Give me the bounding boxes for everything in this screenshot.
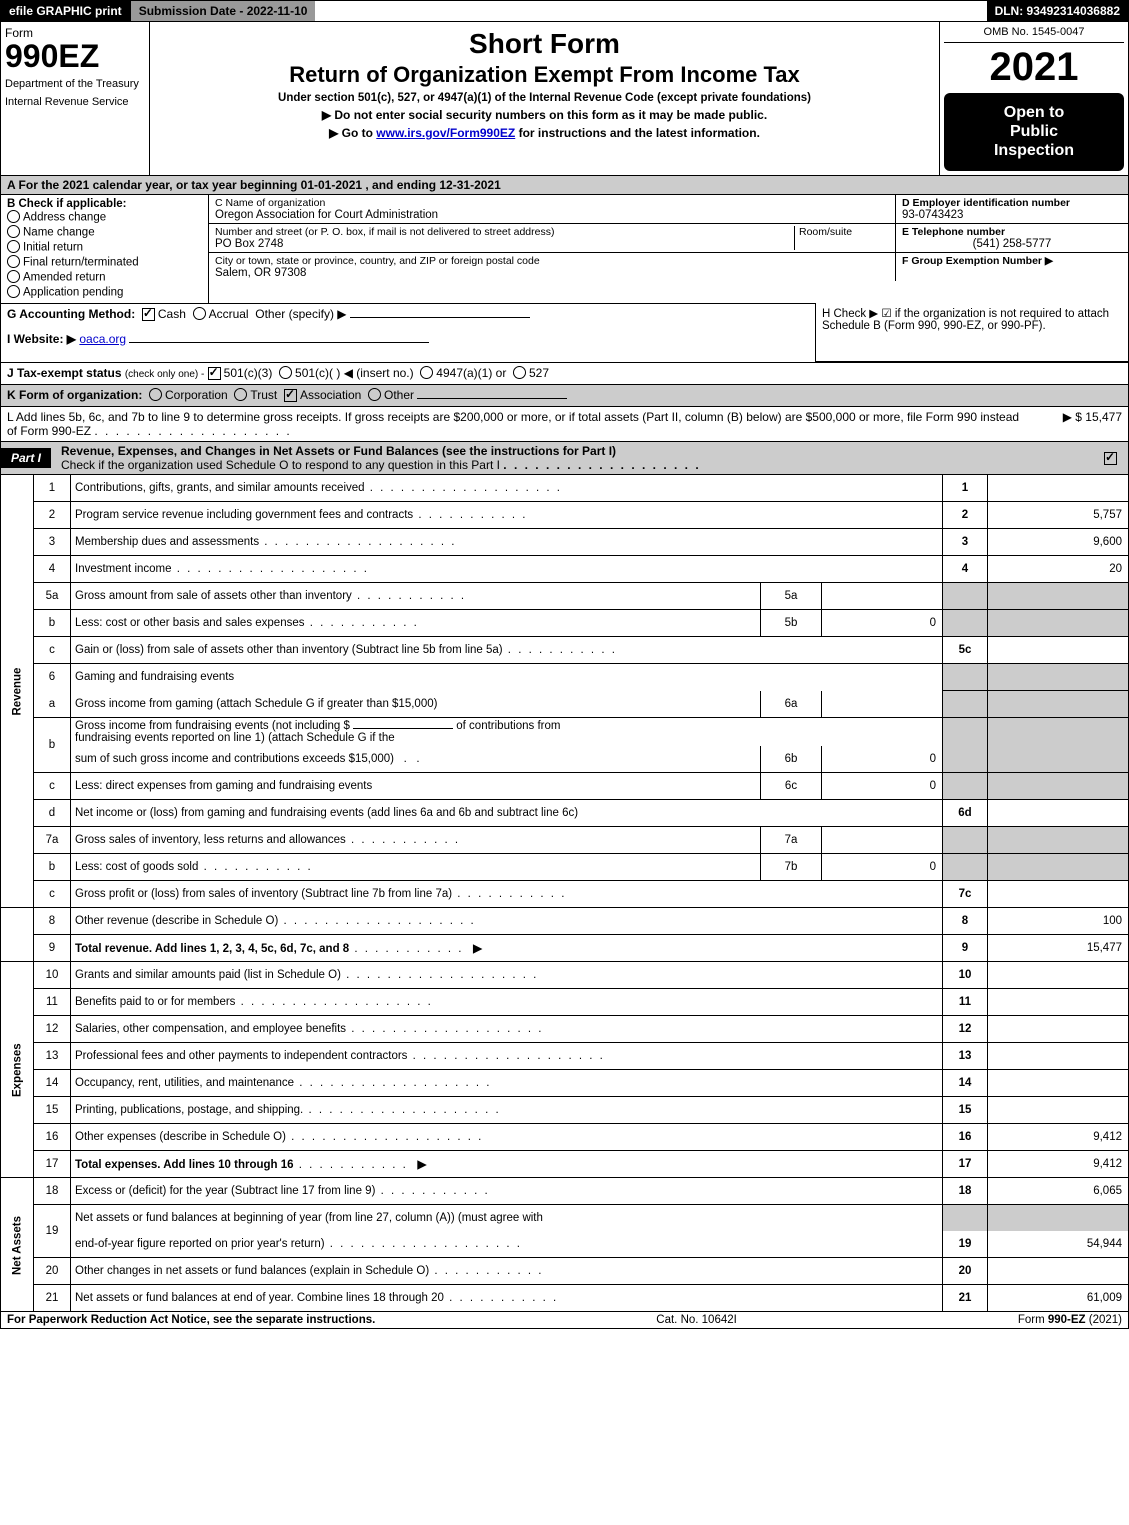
- submission-date: Submission Date - 2022-11-10: [130, 1, 316, 21]
- val-18: 6,065: [988, 1178, 1129, 1205]
- val-5c: [988, 637, 1129, 664]
- val-17: 9,412: [988, 1151, 1129, 1178]
- tax-year: 2021: [944, 47, 1124, 87]
- ein: 93-0743423: [902, 209, 1122, 221]
- checkbox-other-org[interactable]: [368, 388, 381, 401]
- checkbox-501c[interactable]: [279, 366, 292, 379]
- website-link[interactable]: oaca.org: [79, 332, 126, 346]
- checkbox-cash[interactable]: [142, 308, 155, 321]
- e-phone-label: E Telephone number: [902, 226, 1122, 238]
- footer: For Paperwork Reduction Act Notice, see …: [0, 1312, 1129, 1329]
- c-name-label: C Name of organization: [215, 197, 889, 209]
- f-group-label: F Group Exemption Number ▶: [902, 255, 1122, 267]
- instruction-1: ▶ Do not enter social security numbers o…: [158, 108, 931, 122]
- footer-right: Form 990-EZ (2021): [1018, 1314, 1122, 1326]
- val-21: 61,009: [988, 1285, 1129, 1312]
- val-11: [988, 989, 1129, 1016]
- val-2: 5,757: [988, 502, 1129, 529]
- checkbox-527[interactable]: [513, 366, 526, 379]
- checkbox-pending[interactable]: [7, 285, 20, 298]
- part-1-header: Part I Revenue, Expenses, and Changes in…: [0, 442, 1129, 475]
- g-label: G Accounting Method:: [7, 307, 135, 321]
- efile-label: efile GRAPHIC print: [1, 1, 130, 21]
- val-13: [988, 1043, 1129, 1070]
- val-1: [988, 475, 1129, 502]
- val-7c: [988, 881, 1129, 908]
- val-15: [988, 1097, 1129, 1124]
- val-6d: [988, 800, 1129, 827]
- checkbox-address-change[interactable]: [7, 210, 20, 223]
- subtitle: Under section 501(c), 527, or 4947(a)(1)…: [158, 92, 931, 104]
- phone: (541) 258-5777: [902, 238, 1122, 250]
- i-label: I Website: ▶: [7, 332, 76, 346]
- val-14: [988, 1070, 1129, 1097]
- part-1-label: Part I: [1, 448, 51, 468]
- checkbox-4947[interactable]: [420, 366, 433, 379]
- h-box: H Check ▶ ☑ if the organization is not r…: [815, 303, 1128, 362]
- checkbox-name-change[interactable]: [7, 225, 20, 238]
- city: Salem, OR 97308: [215, 267, 889, 279]
- d-ein-label: D Employer identification number: [902, 197, 1122, 209]
- val-4: 20: [988, 556, 1129, 583]
- checkbox-assoc[interactable]: [284, 389, 297, 402]
- side-revenue: Revenue: [1, 475, 34, 908]
- title-short-form: Short Form: [158, 28, 931, 60]
- val-12: [988, 1016, 1129, 1043]
- checkbox-amended[interactable]: [7, 270, 20, 283]
- checkbox-initial-return[interactable]: [7, 240, 20, 253]
- revenue-table: Revenue 1Contributions, gifts, grants, a…: [0, 475, 1129, 1312]
- line-g-h: G Accounting Method: Cash Accrual Other …: [0, 304, 1129, 363]
- form-header: Form 990EZ Department of the Treasury In…: [0, 22, 1129, 176]
- footer-left: For Paperwork Reduction Act Notice, see …: [7, 1314, 375, 1326]
- side-netassets: Net Assets: [1, 1178, 34, 1312]
- dept-treasury: Department of the Treasury: [5, 78, 145, 90]
- irs: Internal Revenue Service: [5, 96, 145, 108]
- footer-center: Cat. No. 10642I: [375, 1314, 1018, 1326]
- open-to-public: Open to Public Inspection: [944, 93, 1124, 171]
- line-k: K Form of organization: Corporation Trus…: [0, 385, 1129, 407]
- addr-label: Number and street (or P. O. box, if mail…: [215, 226, 794, 238]
- instruction-2-pre: ▶ Go to: [329, 126, 376, 140]
- val-3: 9,600: [988, 529, 1129, 556]
- city-label: City or town, state or province, country…: [215, 255, 889, 267]
- form-number: 990EZ: [5, 40, 145, 72]
- irs-link[interactable]: www.irs.gov/Form990EZ: [376, 126, 515, 140]
- val-8: 100: [988, 908, 1129, 935]
- val-10: [988, 962, 1129, 989]
- line-a: A For the 2021 calendar year, or tax yea…: [0, 176, 1129, 195]
- checkbox-schedule-o[interactable]: [1104, 452, 1117, 465]
- val-9: 15,477: [988, 935, 1129, 962]
- val-19: 54,944: [988, 1231, 1129, 1258]
- checkbox-final-return[interactable]: [7, 255, 20, 268]
- side-expenses: Expenses: [1, 962, 34, 1178]
- title-return: Return of Organization Exempt From Incom…: [158, 62, 931, 88]
- line-l: L Add lines 5b, 6c, and 7b to line 9 to …: [0, 407, 1129, 442]
- val-16: 9,412: [988, 1124, 1129, 1151]
- instruction-2-post: for instructions and the latest informat…: [515, 126, 760, 140]
- instruction-2: ▶ Go to www.irs.gov/Form990EZ for instru…: [158, 126, 931, 140]
- b-title: B Check if applicable:: [7, 198, 202, 210]
- val-20: [988, 1258, 1129, 1285]
- section-b: B Check if applicable: Address change Na…: [0, 195, 1129, 304]
- checkbox-trust[interactable]: [234, 388, 247, 401]
- addr: PO Box 2748: [215, 238, 794, 250]
- checkbox-corp[interactable]: [149, 388, 162, 401]
- room-label: Room/suite: [799, 226, 889, 238]
- line-l-amount: ▶ $ 15,477: [1022, 410, 1122, 438]
- omb-number: OMB No. 1545-0047: [944, 26, 1124, 43]
- checkbox-accrual[interactable]: [193, 307, 206, 320]
- line-j: J Tax-exempt status (check only one) - 5…: [0, 363, 1129, 385]
- top-bar: efile GRAPHIC print Submission Date - 20…: [0, 0, 1129, 22]
- dln: DLN: 93492314036882: [987, 1, 1128, 21]
- checkbox-501c3[interactable]: [208, 367, 221, 380]
- org-name: Oregon Association for Court Administrat…: [215, 209, 889, 221]
